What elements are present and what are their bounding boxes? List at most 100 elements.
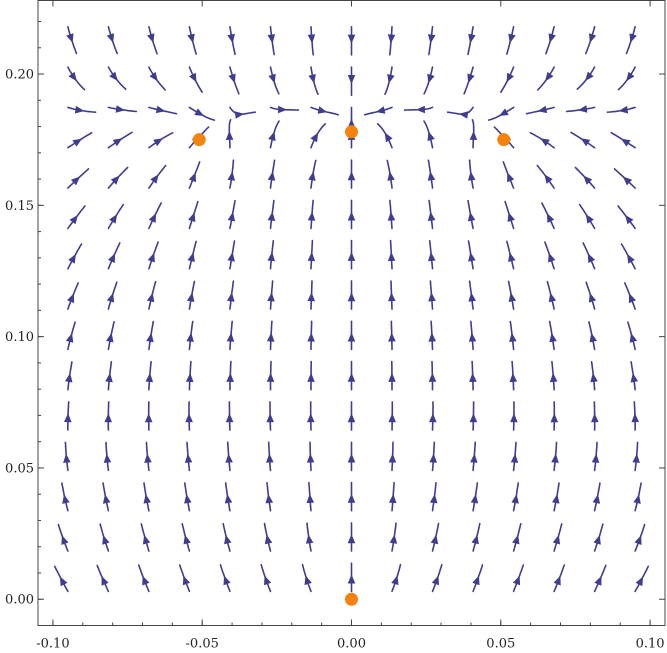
- stream-arrow: [109, 214, 118, 224]
- stream-arrow: [347, 118, 356, 128]
- stream-arrow: [468, 292, 476, 302]
- stream-arrow: [153, 138, 163, 147]
- stream-arrow: [509, 332, 517, 342]
- stream-arrow: [467, 73, 475, 84]
- stream-arrow: [146, 292, 155, 303]
- stream-arrow: [589, 332, 597, 343]
- stream-arrow: [512, 534, 520, 545]
- stream-arrow: [388, 493, 397, 504]
- x-tick-label: 0.00: [337, 637, 366, 652]
- stream-arrow: [389, 534, 398, 544]
- fixed-point: [345, 125, 358, 139]
- stream-arrow: [227, 33, 235, 44]
- stream-arrow: [227, 252, 235, 262]
- stream-arrow: [103, 453, 112, 463]
- stream-arrow: [630, 373, 638, 383]
- stream-arrow: [388, 453, 397, 463]
- stream-arrow: [384, 132, 393, 143]
- stream-arrow: [545, 71, 554, 82]
- stream-arrow: [62, 494, 70, 504]
- stream-arrow: [307, 34, 316, 44]
- x-tick-label: -0.10: [36, 637, 69, 652]
- stream-arrow: [150, 174, 159, 184]
- stream-arrow: [66, 33, 74, 43]
- streamline: [310, 123, 327, 149]
- stream-arrow: [224, 494, 233, 504]
- stream-arrow: [540, 138, 550, 147]
- stream-arrow: [317, 106, 328, 114]
- stream-arrow: [507, 172, 515, 183]
- stream-arrow: [267, 292, 275, 302]
- stream-arrow: [583, 175, 593, 185]
- stream-arrow: [267, 211, 276, 221]
- stream-arrow: [546, 213, 555, 223]
- x-tick-label: 0.05: [486, 637, 515, 652]
- stream-arrow: [265, 494, 274, 504]
- streamline: [67, 66, 86, 91]
- stream-arrow: [155, 105, 166, 114]
- stream-arrow: [472, 575, 480, 586]
- stream-arrow: [226, 372, 234, 382]
- stream-arrow: [347, 75, 356, 84]
- stream-arrow: [268, 131, 276, 142]
- stream-arrow: [499, 108, 509, 116]
- stream-arrow: [427, 171, 436, 181]
- stream-arrow: [106, 332, 114, 343]
- stream-arrow: [588, 292, 597, 303]
- stream-arrow: [458, 111, 469, 119]
- stream-arrow: [428, 292, 436, 302]
- stream-arrow: [551, 453, 559, 463]
- stream-arrow: [544, 174, 553, 184]
- fixed-points: [192, 125, 511, 606]
- stream-arrow: [548, 33, 556, 43]
- stream-arrow: [185, 413, 193, 423]
- stream-arrow: [186, 332, 194, 342]
- stream-arrow: [185, 372, 194, 383]
- stream-arrow: [268, 73, 276, 84]
- stream-arrow: [594, 575, 602, 586]
- stream-arrow: [549, 332, 557, 343]
- stream-arrow: [628, 293, 636, 304]
- stream-arrow: [69, 214, 78, 225]
- stream-arrow: [593, 535, 601, 545]
- stream-arrow: [347, 453, 356, 463]
- stream-arrow: [308, 171, 316, 181]
- stream-arrow: [307, 211, 316, 221]
- stream-arrow: [115, 105, 126, 113]
- stream-arrow: [585, 71, 594, 81]
- stream-arrow: [347, 34, 356, 44]
- stream-arrow: [142, 575, 150, 586]
- stream-arrow: [622, 176, 633, 186]
- stream-arrow: [59, 576, 68, 587]
- stream-arrow: [552, 534, 561, 545]
- stream-arrow: [427, 131, 435, 142]
- stream-arrow: [227, 171, 236, 181]
- y-tick-label: 0.10: [5, 330, 34, 345]
- stream-arrow: [634, 535, 642, 545]
- stream-arrow: [552, 494, 560, 504]
- stream-arrow: [585, 214, 594, 224]
- stream-arrow: [549, 372, 558, 383]
- stream-arrow: [467, 211, 476, 222]
- stream-arrow: [184, 453, 193, 463]
- stream-arrow: [194, 108, 204, 116]
- stream-arrow: [144, 453, 152, 463]
- stream-arrow: [112, 138, 123, 147]
- stream-arrow: [509, 372, 518, 383]
- stream-arrow: [428, 332, 436, 342]
- stream-arrow: [415, 105, 425, 114]
- stream-arrow: [467, 171, 476, 181]
- stream-arrow: [186, 292, 195, 302]
- stream-arrow: [580, 138, 591, 147]
- stream-arrow: [510, 413, 518, 423]
- stream-arrow: [468, 252, 476, 262]
- stream-arrow: [264, 534, 273, 545]
- stream-arrow: [224, 534, 232, 545]
- stream-arrow: [347, 332, 356, 342]
- stream-arrow: [74, 105, 85, 114]
- stream-arrow: [620, 138, 631, 147]
- stream-arrow: [182, 575, 191, 586]
- stream-arrow: [635, 576, 644, 587]
- stream-arrow: [63, 453, 71, 463]
- stream-arrow: [68, 71, 77, 82]
